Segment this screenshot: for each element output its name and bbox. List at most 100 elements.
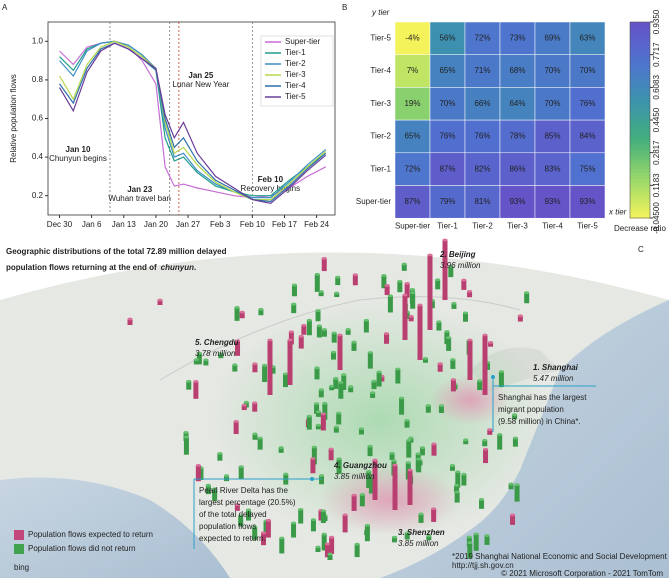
pillar-body	[234, 307, 240, 321]
heat-cell	[394, 119, 431, 154]
pillar-top	[514, 483, 520, 486]
heat-cell	[429, 185, 466, 219]
pillar-body	[335, 277, 341, 286]
pillar-top	[444, 330, 450, 333]
colorbar-segment	[630, 159, 650, 163]
colorbar-segment	[630, 139, 650, 144]
colorbar-segment	[630, 44, 650, 49]
colorbar-segment	[630, 100, 650, 105]
pillar-top	[462, 311, 468, 315]
colorbar-segment	[630, 54, 650, 59]
pillar-top	[315, 423, 321, 427]
callout-text: migrant population	[498, 405, 564, 414]
colorbar-segment	[630, 110, 650, 114]
pillar-top	[287, 338, 293, 342]
pillar-top	[435, 278, 441, 282]
colorbar-segment	[630, 126, 650, 131]
cell-label: 81%	[474, 197, 490, 206]
pillar-top	[212, 487, 218, 491]
pillar-body	[258, 309, 264, 316]
pillar-top	[311, 445, 317, 449]
pillar-top	[384, 332, 390, 335]
pillar-body	[310, 458, 316, 474]
pillar-body	[278, 447, 284, 453]
pillar-body	[311, 447, 317, 465]
heat-cell	[534, 87, 571, 121]
colorbar-segment	[630, 123, 650, 128]
colorbar-segment	[630, 133, 650, 137]
x-tick-label: Jan 27	[176, 220, 201, 229]
callout-dot	[491, 375, 495, 379]
x-tick-label: Feb 3	[210, 220, 231, 229]
pillar-body	[422, 358, 428, 363]
pillar-body	[450, 379, 456, 392]
city-value: 5.47 million	[533, 374, 574, 383]
colorbar-segment	[630, 74, 650, 79]
pillar-body	[316, 325, 322, 338]
pillar-top	[427, 253, 433, 257]
pillar-body	[406, 440, 412, 458]
colorbar-segment	[630, 155, 650, 160]
row-label: Tier-2	[370, 132, 391, 141]
pillar-body	[512, 437, 518, 447]
colorbar-segment	[630, 201, 650, 206]
pillar-body	[404, 283, 410, 298]
pillar-top	[233, 420, 239, 423]
pillar-top	[477, 379, 483, 383]
pillar-top	[238, 514, 244, 518]
pillar-top	[467, 289, 473, 293]
pillar-body	[224, 475, 230, 482]
pillar-top	[252, 362, 258, 366]
row-label: Tier-5	[370, 33, 391, 42]
pillar-top	[466, 535, 472, 539]
pillar-top	[183, 430, 189, 434]
pillar-body	[267, 340, 273, 395]
pillar-top	[195, 463, 201, 467]
pillar-top	[258, 307, 264, 311]
pillar-top	[238, 465, 244, 469]
pillar-top	[454, 490, 460, 494]
pillar-top	[358, 427, 364, 431]
colorbar-segment	[630, 25, 650, 30]
colorbar-segment	[630, 116, 650, 121]
colorbar-segment	[630, 51, 650, 56]
event-text: Lunar New Year	[172, 80, 229, 89]
pillar-body	[193, 381, 199, 399]
cell-label: 79%	[439, 197, 455, 206]
pillar-top	[510, 513, 516, 517]
pillar-body	[252, 363, 258, 373]
pillar-top	[217, 452, 223, 455]
city-value: 3.96 million	[440, 261, 481, 270]
cell-label: 87%	[404, 197, 420, 206]
heat-cell	[499, 21, 536, 55]
colorbar-segment	[630, 103, 650, 108]
pillar-top	[282, 372, 288, 376]
pillar-body	[315, 547, 321, 552]
pillar-top	[392, 463, 398, 467]
pillar-body	[262, 365, 268, 383]
pillar-body	[402, 295, 408, 340]
pillar-body	[368, 476, 374, 494]
pillar-top	[322, 401, 328, 405]
event-text: Wuhan travel ban	[108, 194, 171, 203]
pillar-top	[371, 379, 377, 383]
pillar-body	[384, 333, 390, 344]
pillar-top	[402, 293, 408, 297]
colorbar-segment	[630, 41, 650, 46]
pillar-top	[261, 531, 267, 535]
pillar-top	[315, 410, 321, 414]
cell-label: 93%	[509, 197, 525, 206]
pillar-body	[245, 509, 251, 521]
pillar-body	[517, 315, 523, 322]
pillar-body	[320, 510, 326, 523]
pillar-top	[483, 447, 489, 451]
pillar-body	[389, 453, 395, 460]
pillar-body	[314, 274, 320, 292]
pillar-top	[239, 310, 245, 314]
y-axis-label: y tier	[371, 8, 390, 17]
event-text: Recovery begins	[241, 184, 301, 193]
pillar-top	[512, 436, 518, 440]
pillar-top	[448, 265, 454, 268]
colorbar-segment	[630, 208, 650, 212]
